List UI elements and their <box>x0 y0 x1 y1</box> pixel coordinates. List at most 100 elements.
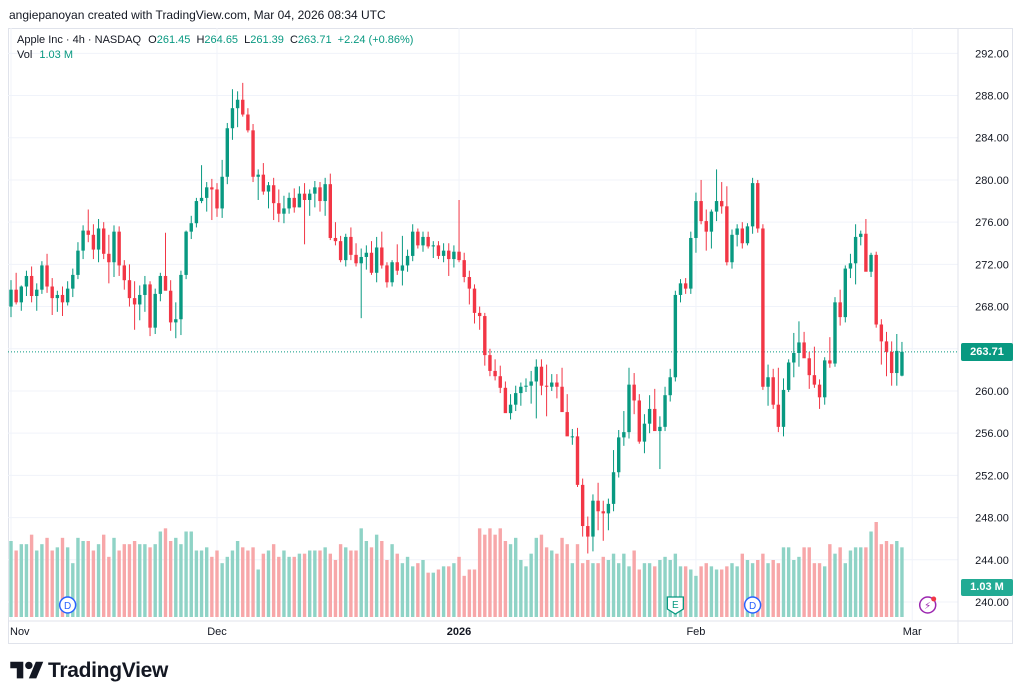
candle-body <box>653 408 657 432</box>
volume-bar <box>694 575 698 617</box>
candle <box>689 231 693 294</box>
candle <box>560 367 564 413</box>
volume-bar <box>385 560 389 617</box>
candle <box>864 218 868 272</box>
candle <box>328 173 332 241</box>
candle-body <box>761 228 765 387</box>
candle <box>678 279 683 303</box>
candle-body <box>642 423 647 442</box>
price-tick-label: 256.00 <box>975 428 1009 440</box>
candle <box>55 290 60 312</box>
candle-body <box>349 236 353 255</box>
candle <box>163 232 168 291</box>
volume-bar <box>246 550 250 617</box>
candle <box>400 235 405 286</box>
volume-bar <box>817 563 822 617</box>
candle <box>65 281 70 306</box>
price-chart[interactable]: 240.00 244.00 248.00 252.00 256.00 260.00 264.… <box>8 28 1013 644</box>
legend-symbol[interactable]: Apple Inc · 4h · NASDAQ <box>17 34 142 46</box>
candle-body <box>112 231 116 263</box>
candle <box>338 235 343 263</box>
candle <box>503 381 508 414</box>
volume-bar <box>86 541 90 617</box>
earnings-badge <box>666 596 684 615</box>
candle-body <box>24 275 29 287</box>
candle <box>817 379 822 409</box>
candle <box>477 306 482 330</box>
candle <box>725 186 729 266</box>
volume-bar <box>411 566 415 617</box>
candle-body <box>251 130 255 177</box>
candle-body <box>168 290 173 323</box>
candle-body <box>617 437 621 473</box>
candle <box>40 261 44 294</box>
volume-bar <box>735 566 739 617</box>
news-event-icon[interactable]: ⚡ <box>918 596 937 614</box>
volume-bar <box>586 560 590 617</box>
candle-body <box>848 263 853 269</box>
candle <box>308 189 312 216</box>
candle <box>488 348 492 377</box>
dividend-badge <box>743 596 762 614</box>
volume-bar <box>220 563 224 617</box>
volume-bar <box>287 556 291 617</box>
candle-body <box>359 256 363 264</box>
candle <box>385 262 389 288</box>
candle-body <box>35 289 39 297</box>
candle <box>96 218 101 263</box>
candle-body <box>40 265 44 290</box>
price-tick-label: 248.00 <box>975 513 1009 525</box>
volume-bar <box>349 550 353 617</box>
candle-body <box>493 370 497 377</box>
volume-bar <box>555 553 559 617</box>
candle-body <box>215 189 219 209</box>
dividend-event-icon[interactable]: D <box>743 596 762 614</box>
candle <box>132 281 137 330</box>
chart-caption: angiepanoyan created with TradingView.co… <box>9 8 386 22</box>
candle-body <box>457 251 461 261</box>
candle <box>843 265 847 323</box>
dividend-event-icon[interactable]: D <box>58 596 77 614</box>
candle <box>266 182 271 209</box>
volume-bar <box>843 563 847 617</box>
candle <box>261 163 266 195</box>
candle-body <box>277 203 281 214</box>
volume-bar <box>153 544 157 617</box>
news-dot <box>931 596 937 602</box>
candle-body <box>436 245 441 256</box>
candle <box>756 179 760 233</box>
candle-body <box>622 432 626 438</box>
volume-bar <box>364 541 369 617</box>
candle <box>436 241 441 260</box>
volume-bar <box>117 550 121 617</box>
candle-body <box>431 245 435 247</box>
candle <box>91 224 96 260</box>
volume-bar <box>102 534 106 617</box>
time-tick-label: Nov <box>10 626 30 638</box>
candle <box>462 252 466 283</box>
candle-body <box>889 351 894 374</box>
candle <box>467 270 472 305</box>
candle-body <box>117 231 121 266</box>
candle <box>570 428 575 445</box>
candle <box>534 359 538 419</box>
candle-body <box>550 382 554 387</box>
candle <box>205 182 209 212</box>
candle <box>189 215 193 240</box>
earnings-event-icon[interactable]: E <box>666 596 684 615</box>
candle <box>452 245 456 268</box>
legend-ohlc-row: Apple Inc · 4h · NASDAQ O261.45 H264.65 … <box>17 33 413 48</box>
volume-bar <box>663 556 667 617</box>
candle <box>786 359 791 393</box>
volume-bar <box>514 537 518 617</box>
volume-bar <box>601 556 605 617</box>
volume-bar <box>498 528 502 617</box>
legend-volume-label[interactable]: Vol <box>17 49 33 61</box>
candle <box>168 280 173 331</box>
candle-body <box>879 324 884 342</box>
candle <box>81 225 85 260</box>
candle-body <box>874 254 878 325</box>
candle <box>194 197 199 228</box>
volume-bar <box>802 547 806 617</box>
candle <box>632 373 636 415</box>
